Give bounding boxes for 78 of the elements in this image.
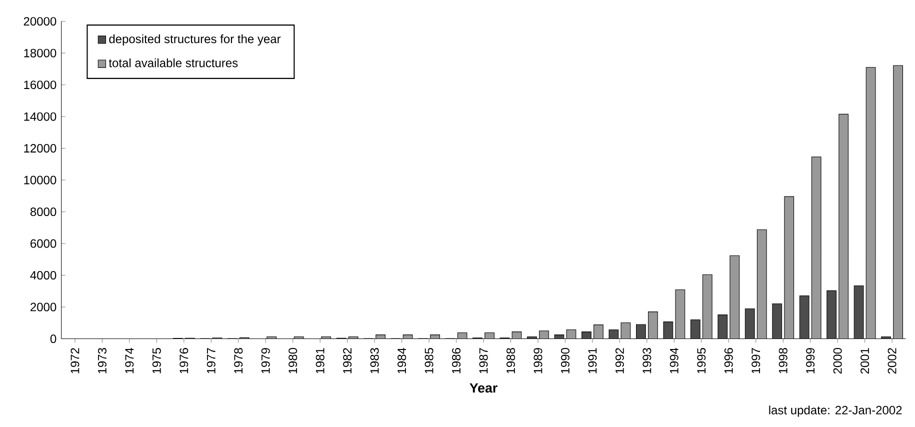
bar [582,332,592,339]
x-tick-label: 1977 [206,348,216,374]
bar [718,314,728,339]
y-tick-label: 4000 [30,271,56,280]
bar [702,274,712,339]
bar [636,324,646,339]
bar [690,320,700,339]
x-axis-title: Year [470,383,498,393]
x-tick-label: 1992 [615,348,624,374]
x-tick-label: 1983 [370,348,379,374]
y-tick-label: 16000 [24,80,56,90]
bar [566,330,576,339]
bar [784,196,794,339]
legend-label: deposited structures for the year [109,34,281,46]
bar [457,332,468,339]
bar [402,334,413,339]
bar [430,334,440,339]
x-tick-label: 2000 [833,348,842,374]
x-tick-label: 1989 [534,348,542,374]
y-tick-label: 8000 [30,208,56,216]
x-tick-label: 1987 [479,348,488,374]
bar [675,290,686,339]
y-tick-label: 6000 [30,239,56,248]
x-tick-label: 1980 [288,348,298,374]
x-tick-label: 1975 [152,348,161,374]
x-tick-label: 1994 [670,348,678,374]
x-tick-label: 1991 [588,348,597,374]
x-tick-label: 1986 [452,348,461,374]
bar [484,332,494,339]
bar [866,67,876,339]
bar [730,255,740,339]
bar [512,332,522,339]
x-tick-label: 1976 [180,348,188,374]
x-tick-label: 1993 [642,348,652,374]
y-tick-label: 2000 [30,302,56,312]
x-tick-label: 1978 [234,348,243,374]
bar [608,330,619,339]
bar [376,334,386,339]
bar [744,308,755,339]
x-tick-label: 1974 [125,348,134,374]
x-tick-label: 1973 [98,348,106,374]
bar [756,229,767,339]
bar [772,304,782,339]
bar [854,286,864,339]
y-tick-label: 10000 [24,176,56,184]
x-tick-label: 1984 [398,348,406,374]
x-tick-label: 1979 [261,348,270,374]
x-tick-label: 2002 [888,348,896,374]
x-tick-label: 1996 [724,348,733,374]
bar [838,114,849,339]
x-tick-label: 1982 [343,348,352,374]
x-tick-label: 1998 [778,348,788,374]
x-tick-label: 1981 [316,348,324,374]
bar [554,334,564,339]
bar [648,312,658,339]
x-tick-label: 1997 [752,348,760,374]
bar [663,322,674,339]
x-tick-label: 1995 [697,348,706,374]
bar [799,296,810,339]
y-tick-label: 14000 [24,112,56,121]
bar [594,324,604,339]
x-tick-label: 1988 [506,348,516,374]
x-tick-label: 1972 [70,348,80,374]
bar [826,290,837,339]
bar [893,65,903,339]
bar [620,322,631,339]
x-tick-label: 1990 [560,348,570,374]
x-tick-label: 2001 [860,348,870,374]
y-tick-label: 12000 [24,144,56,153]
y-tick-label: 20000 [24,17,56,26]
bar [539,330,549,339]
legend-label: total available structures [108,58,238,68]
y-tick-label: 18000 [24,48,56,58]
bar [811,156,822,339]
y-tick-label: 0 [50,334,56,344]
x-tick-label: 1985 [424,348,434,374]
x-tick-label: 1999 [806,348,815,374]
text: last update: 22-Jan-2002 [769,406,902,417]
